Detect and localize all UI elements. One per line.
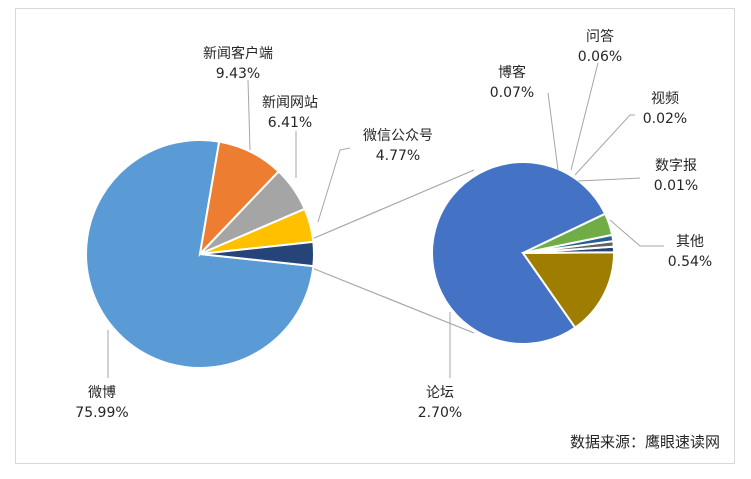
other-leader-line <box>609 219 664 247</box>
wechat-value: 4.77% <box>376 148 420 164</box>
connector-line-top <box>311 169 475 240</box>
secondary-pie-slice-5 <box>522 212 614 254</box>
secondary-pie-slice-1 <box>521 251 616 329</box>
digital-paper-label: 数字报 <box>655 158 697 174</box>
digital-paper-value: 0.01% <box>654 178 698 194</box>
blog-label: 博客 <box>498 64 526 81</box>
digital-paper-leader-line <box>577 177 641 182</box>
news-client-value: 9.43% <box>216 66 260 82</box>
qa-leader-line <box>570 62 599 171</box>
secondary-pie <box>431 160 616 345</box>
secondary-pie-slice-0 <box>431 160 607 345</box>
main-pie-slice-4 <box>199 240 315 268</box>
qa-value: 0.06% <box>578 49 622 65</box>
forum-label: 论坛 <box>426 385 454 401</box>
blog-leader-line <box>547 92 559 171</box>
other-label: 其他 <box>676 234 704 250</box>
qa-label: 问答 <box>586 28 614 45</box>
data-labels: 新闻客户端 9.43%新闻网站 6.41% 微信公众号 4.77% 微博 75.99% 论坛 2… <box>75 28 712 421</box>
weibo-value: 75.99% <box>75 405 128 421</box>
forum-value: 2.70% <box>418 405 462 421</box>
news-client-label: 新闻客户端 <box>203 45 273 62</box>
video-label: 视频 <box>651 91 679 107</box>
news-client-leader-line <box>247 79 251 151</box>
source-note: 数据来源：鹰眼速读网 <box>570 433 720 451</box>
wechat-label: 微信公众号 <box>363 128 433 144</box>
blog-value: 0.07% <box>490 85 534 101</box>
main-pie <box>85 139 315 369</box>
wechat-leader-line <box>317 147 351 223</box>
news-site-value: 6.41% <box>268 115 312 131</box>
leader-lines <box>311 169 475 334</box>
weibo-label: 微博 <box>88 384 116 401</box>
news-site-label: 新闻网站 <box>262 95 318 111</box>
other-value: 0.54% <box>668 254 712 270</box>
video-value: 0.02% <box>643 111 687 127</box>
connector-line-bottom <box>311 267 475 334</box>
video-leader-line <box>574 114 635 176</box>
